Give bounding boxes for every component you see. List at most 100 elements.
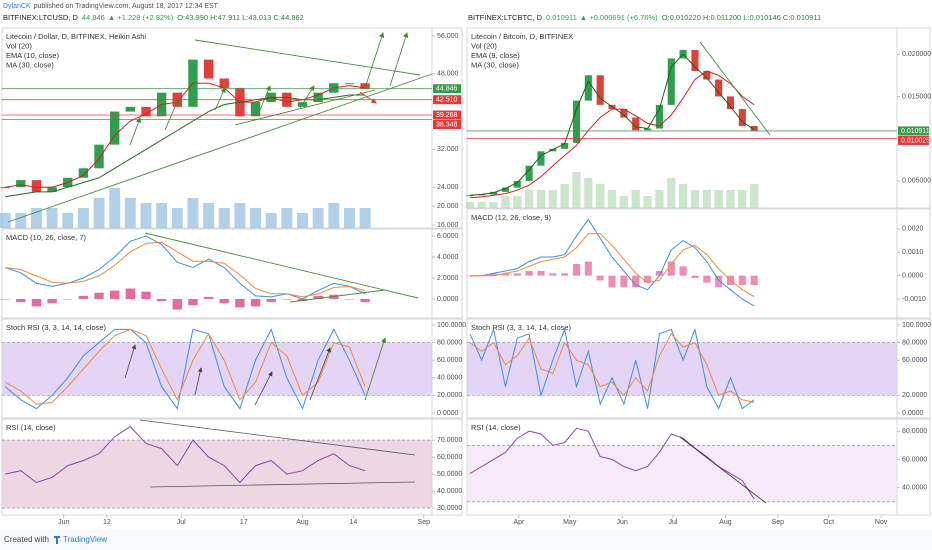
candle — [250, 102, 261, 117]
price-label: 38.348 — [436, 121, 458, 128]
y-tick-label: 50.0000 — [437, 471, 462, 478]
y-tick-label: 0.015000 — [902, 93, 931, 100]
volume-bar — [489, 202, 498, 208]
volume-bar — [596, 184, 605, 208]
y-tick-label: 0.0020 — [902, 226, 924, 233]
price-label: 0.010911 — [901, 128, 930, 135]
arrow — [364, 337, 387, 401]
candle — [632, 117, 640, 131]
y-tick-label: 40.0000 — [437, 488, 462, 495]
histogram-bar — [644, 275, 652, 283]
last-price: 44.846 — [82, 13, 105, 22]
y-tick-label: 60.0000 — [437, 357, 462, 364]
arrow — [309, 347, 331, 401]
volume-bar — [343, 208, 355, 228]
price-label-box — [898, 135, 929, 145]
volume-bar — [513, 196, 522, 208]
x-tick-label: Sep — [772, 519, 785, 526]
series-line — [4, 328, 366, 405]
series-line — [469, 427, 755, 500]
panel-title: RSI (14, close) — [6, 423, 56, 432]
volume-bar — [714, 190, 723, 208]
series-line — [4, 425, 366, 484]
price-label: 44.846 — [436, 86, 458, 93]
y-tick-label: 0.0000 — [437, 296, 459, 303]
footer-bar — [0, 530, 932, 550]
candle — [219, 78, 229, 88]
histogram-bar — [31, 299, 42, 307]
x-tick-label: Nov — [875, 519, 888, 526]
histogram-bar — [572, 263, 581, 276]
panel-frame — [466, 208, 931, 319]
histogram-bar — [94, 292, 104, 300]
histogram-bar — [738, 275, 746, 286]
volume-bar — [655, 190, 664, 208]
author[interactable]: DylanCK — [3, 3, 31, 10]
y-tick-label: 80.0000 — [902, 428, 927, 435]
candle — [584, 75, 592, 101]
header: DylanCK published on TradingView.com, Aug… — [3, 3, 219, 10]
legend-entry: Vol (20) — [471, 41, 497, 50]
volume-bar — [156, 203, 168, 228]
volume-bar — [171, 208, 183, 228]
symbol-name: BITFINEX:LTCBTC, D — [468, 13, 543, 22]
series-line — [469, 218, 755, 307]
candle — [726, 96, 735, 110]
y-tick-label: 56.000 — [437, 33, 459, 40]
candle — [203, 59, 214, 79]
price-label-box — [433, 120, 461, 130]
y-tick-label: 16.000 — [437, 222, 459, 229]
candle — [703, 71, 711, 80]
price-label: 42.510 — [436, 97, 458, 104]
volume-bar — [30, 208, 42, 228]
y-tick-label: 20.0000 — [902, 392, 927, 399]
y-tick-label: 70.0000 — [437, 437, 462, 444]
y-tick-label: 60.0000 — [902, 456, 927, 463]
histogram-bar — [313, 295, 323, 300]
volume-bar — [0, 213, 11, 228]
footer-brand[interactable]: TradingView — [63, 535, 107, 544]
y-tick-label: 80.0000 — [437, 339, 462, 346]
candle — [360, 83, 370, 89]
price-label-box — [898, 126, 929, 136]
candle — [596, 75, 604, 105]
candle — [141, 106, 151, 117]
histogram-bar — [667, 261, 675, 276]
volume-bar — [631, 190, 640, 208]
volume-bar — [312, 208, 324, 228]
trendline — [144, 232, 419, 299]
legend-entry: MA (30, close) — [471, 60, 519, 69]
price-label: 39.268 — [436, 112, 458, 119]
volume-bar — [477, 202, 486, 208]
arrow — [129, 117, 141, 146]
arrow — [164, 99, 179, 131]
series-line — [5, 241, 366, 298]
arrow — [214, 87, 226, 111]
y-tick-label: 80.0000 — [902, 339, 927, 346]
series-line — [469, 233, 755, 298]
histogram-bar — [219, 299, 229, 304]
ohlc: O:43.990 H:47.911 L:43.013 C:44.862 — [177, 13, 304, 22]
volume-bar — [750, 184, 759, 208]
volume-bar — [203, 203, 215, 228]
arrow — [259, 85, 271, 111]
last-price: 0.010911 — [546, 13, 577, 22]
volume-bar — [297, 213, 308, 228]
volume-bar — [250, 208, 262, 228]
candle — [501, 187, 509, 192]
arrow — [389, 32, 409, 87]
x-tick-label: Aug — [719, 519, 732, 526]
volume-bar — [619, 196, 629, 208]
candle — [78, 168, 89, 178]
candle — [525, 165, 533, 181]
charts: BITFINEX:LTCUSD, D 44.846 ▲ +1.228 (+2.82%… — [0, 13, 931, 526]
histogram-bar — [501, 273, 509, 276]
histogram-bar — [250, 299, 261, 307]
y-tick-label: 0.0010 — [902, 249, 924, 256]
candle — [691, 49, 699, 72]
y-tick-label: -0.0010 — [902, 296, 926, 303]
histogram-bar — [63, 299, 73, 300]
y-tick-label: 100.0000 — [437, 322, 466, 329]
histogram-bar — [691, 275, 699, 279]
legend-entry: EMA (10, close) — [6, 51, 59, 60]
